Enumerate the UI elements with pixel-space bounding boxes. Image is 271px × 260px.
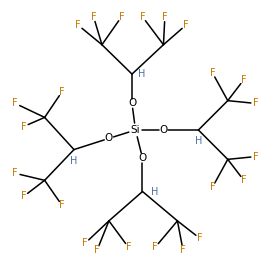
Text: O: O bbox=[128, 99, 136, 108]
Text: F: F bbox=[253, 152, 259, 161]
Text: H: H bbox=[70, 156, 78, 166]
Text: O: O bbox=[105, 133, 113, 143]
Text: F: F bbox=[152, 242, 158, 252]
Text: F: F bbox=[126, 242, 131, 252]
Text: F: F bbox=[59, 87, 65, 96]
Text: Si: Si bbox=[131, 125, 140, 135]
Text: F: F bbox=[91, 12, 96, 22]
Text: F: F bbox=[209, 182, 215, 192]
Text: F: F bbox=[197, 233, 203, 243]
Text: F: F bbox=[82, 238, 88, 248]
Text: F: F bbox=[59, 200, 65, 211]
Text: F: F bbox=[241, 75, 247, 85]
Text: F: F bbox=[180, 245, 186, 255]
Text: F: F bbox=[140, 12, 145, 22]
Text: F: F bbox=[241, 175, 247, 185]
Text: O: O bbox=[138, 153, 147, 163]
Text: F: F bbox=[21, 121, 27, 132]
Text: F: F bbox=[253, 99, 259, 108]
Text: F: F bbox=[119, 12, 124, 22]
Text: F: F bbox=[162, 12, 168, 22]
Text: F: F bbox=[75, 20, 81, 30]
Text: H: H bbox=[138, 69, 146, 79]
Text: F: F bbox=[94, 245, 100, 255]
Text: H: H bbox=[195, 136, 202, 146]
Text: F: F bbox=[183, 20, 189, 30]
Text: H: H bbox=[151, 186, 159, 197]
Text: F: F bbox=[21, 191, 27, 202]
Text: O: O bbox=[159, 125, 167, 135]
Text: F: F bbox=[12, 168, 18, 178]
Text: F: F bbox=[12, 99, 18, 108]
Text: F: F bbox=[209, 68, 215, 78]
